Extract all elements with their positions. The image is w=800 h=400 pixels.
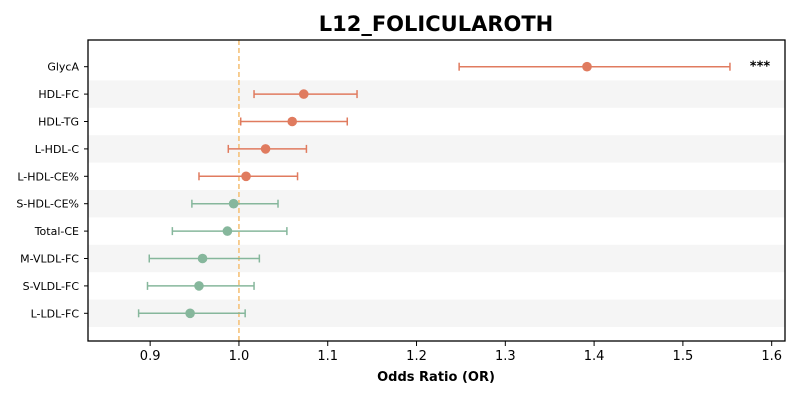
or-point (260, 144, 271, 154)
y-tick-label: HDL-TG (38, 116, 79, 129)
y-tick-label: L-LDL-FC (31, 307, 80, 320)
data-row (227, 144, 308, 154)
or-point (241, 171, 251, 182)
or-point (185, 308, 195, 319)
x-tick-label: 0.9 (140, 349, 161, 364)
significance-label: *** (750, 60, 771, 75)
data-row (137, 308, 246, 319)
x-tick-label: 1.5 (673, 349, 694, 364)
row-band (88, 80, 785, 108)
y-tick-label: Total-CE (34, 225, 79, 238)
x-tick-label: 1.6 (761, 349, 782, 364)
y-tick-label: S-VLDL-FC (23, 280, 80, 293)
data-row (146, 281, 255, 291)
y-axis: GlycA HDL-FC HDL-TG L-HDL-C L-HDL-CE% S-HDL-C… (16, 61, 88, 320)
x-tick-label: 1.1 (317, 349, 338, 364)
y-tick-label: HDL-FC (38, 88, 79, 101)
data-marks: *** (137, 60, 771, 319)
x-axis: 0.9 1.0 1.1 1.2 1.3 1.4 1.5 1.6 (140, 341, 782, 364)
x-tick-label: 1.2 (406, 349, 427, 364)
data-row (253, 89, 358, 99)
y-tick-label: S-HDL-CE% (16, 198, 79, 211)
data-row (171, 226, 288, 236)
chart-title: L12_FOLICULAROTH (319, 12, 554, 36)
row-band (88, 135, 785, 163)
or-point (222, 226, 233, 236)
y-tick-label: M-VLDL-FC (20, 253, 79, 266)
data-row (239, 116, 349, 127)
x-axis-label: Odds Ratio (OR) (377, 370, 495, 385)
data-row: *** (458, 60, 771, 75)
or-point (228, 198, 239, 209)
or-point (287, 116, 298, 127)
or-point (194, 281, 204, 291)
or-point (298, 89, 309, 99)
or-point (582, 61, 592, 72)
y-tick-label: L-HDL-C (35, 143, 80, 156)
x-tick-label: 1.0 (229, 349, 250, 364)
x-tick-label: 1.3 (495, 349, 516, 364)
or-point (197, 253, 208, 264)
y-tick-label: L-HDL-CE% (17, 170, 79, 183)
plot-frame (87, 39, 786, 342)
data-row (148, 253, 261, 264)
y-tick-label: GlycA (47, 61, 79, 74)
data-row (198, 171, 299, 182)
x-tick-label: 1.4 (584, 349, 605, 364)
data-row (191, 198, 279, 209)
